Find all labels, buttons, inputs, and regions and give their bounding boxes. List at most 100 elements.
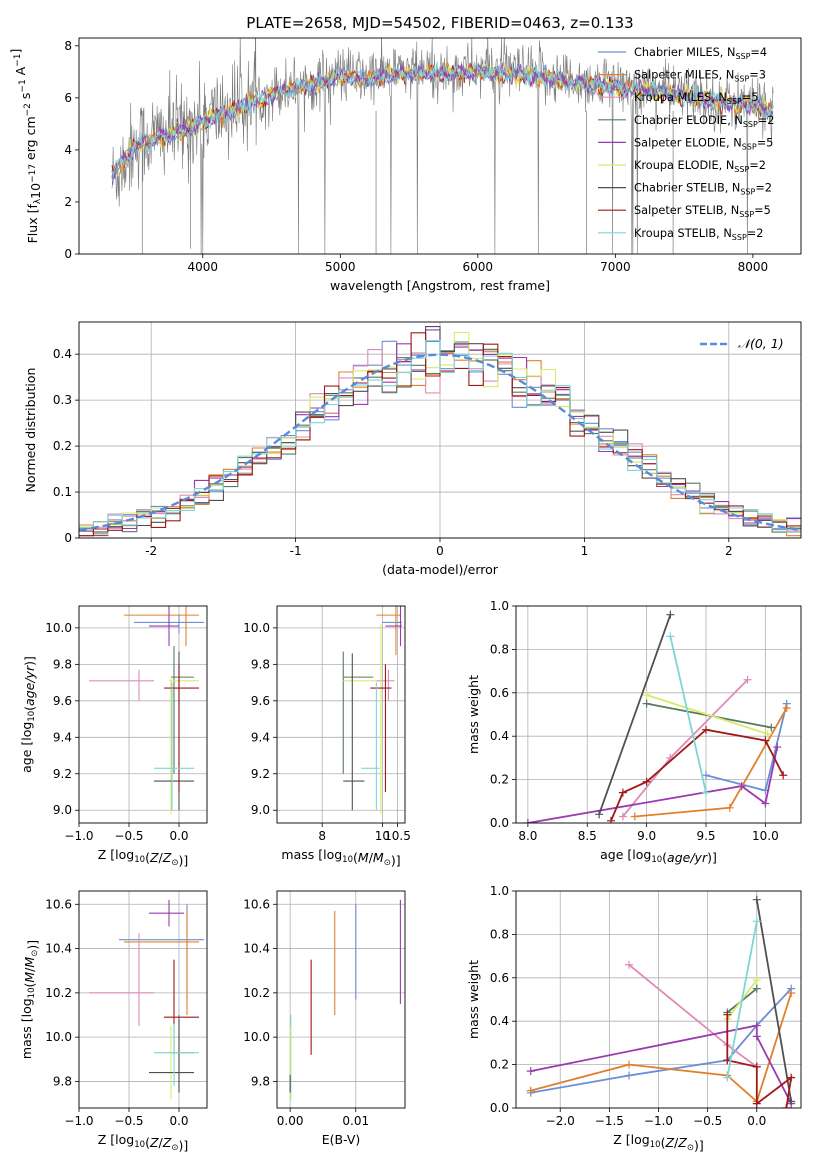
y-tick-label: 0.2 [490,773,509,787]
x-tick-label: −1.0 [64,1114,93,1128]
weight-marker-salpeter_miles [625,1060,634,1069]
x-tick-label: 8.0 [518,829,537,843]
legend-label: Chabrier MILES, NSSP=4 [634,46,767,61]
spectrum-model-line [111,62,774,172]
x-tick-label: 8.5 [578,829,597,843]
x-axis-label: wavelength [Angstrom, rest frame] [330,278,550,293]
weight-line-kroupa_stelib [726,921,758,1078]
x-tick-label: 0.0 [169,829,188,843]
weight-marker-chabrier_miles [625,1071,634,1080]
y-tick-label: 9.2 [251,767,270,781]
axes-age_weight: 8.0 8.5 9.0 9.5 10.0 0.0 0.2 0.4 0.6 0.8 1.0 age [l… [466,599,802,865]
y-tick-label: 0.6 [490,686,509,700]
weight-line-salpeter_elodie [527,746,779,823]
y-tick-label: 1.0 [490,599,509,613]
spectrum-lines [111,38,774,254]
x-tick-label: 0.0 [169,1114,188,1128]
y-tick-label: 0.2 [53,439,72,453]
weight-line-kroupa_elodie [646,694,768,735]
x-tick-label: 0.00 [277,1114,304,1128]
weight-marker-kroupa_miles [618,812,627,821]
y-axis-label: mass weight [466,960,481,1039]
y-tick-label: 1.0 [490,884,509,898]
weight-marker-salpeter_elodie [523,819,532,823]
x-tick-label: 6000 [463,260,494,274]
x-axis-label: Z [log10(Z/Z⊙)] [98,1132,188,1153]
errorbars [89,606,204,814]
y-tick-label: 9.2 [53,767,72,781]
x-tick-label: -1 [290,544,302,558]
y-tick-label: 9.4 [53,730,72,744]
weight-marker-chabrier_elodie [767,723,776,732]
x-axis-label: age [log10(age/yr)] [600,847,717,865]
plot-frame [515,605,802,824]
x-tick-label: 0.0 [747,1114,766,1128]
histogram-lines [79,326,801,537]
y-axis-label: mass [log10(M/M⊙)] [19,940,40,1059]
y-tick-label: 0.3 [53,393,72,407]
y-axis-label: Flux [fλ10−17 erg cm−2 s−1 A−1] [8,49,43,244]
weight-marker-kroupa_elodie [752,975,761,984]
legend-label: Salpeter STELIB, NSSP=5 [634,204,771,219]
x-tick-label: 5000 [325,260,356,274]
spectrum-data-line [111,38,774,254]
x-tick-label: −1.0 [644,1114,673,1128]
weight-marker-salpeter_miles [725,803,734,812]
weight-marker-salpeter_stelib [702,725,710,734]
x-axis-label: mass [log10(M/M⊙)] [281,847,400,868]
weight-line-kroupa_miles [628,964,758,1068]
weight-marker-chabrier_elodie [642,699,651,708]
x-tick-label: 10.0 [752,829,779,843]
y-tick-label: 10.2 [243,986,270,1000]
y-tick-label: 9.0 [53,803,72,817]
legend-label: Chabrier ELODIE, NSSP=2 [634,114,774,129]
plot-frame [78,890,208,1109]
legend-label: Chabrier STELIB, NSSP=2 [634,182,772,197]
y-tick-label: 9.8 [251,1074,270,1088]
y-tick-label: 10.4 [45,942,72,956]
weight-marker-chabrier_stelib [787,1097,796,1106]
histogram-kroupa_stelib [79,339,801,533]
errorbars [342,606,402,814]
y-tick-label: 10.4 [243,942,270,956]
weight-lines [523,610,791,823]
spectrum-model-line [111,61,774,182]
y-tick-label: 9.6 [251,694,270,708]
x-tick-label: 4000 [187,260,218,274]
x-tick-label: 0 [436,544,444,558]
y-tick-label: 9.8 [251,657,270,671]
weight-marker-salpeter_stelib [752,1062,761,1071]
weight-marker-kroupa_stelib [702,788,710,797]
histogram-salpeter_stelib [79,332,801,537]
axes-ebv_mass: 0.00 0.01 9.8 10.0 10.2 10.4 10.6 E(B-V) [243,890,406,1147]
weight-marker-salpeter_stelib [787,1073,796,1082]
weight-marker-kroupa_miles [743,675,752,684]
y-axis-label: mass weight [466,675,481,754]
x-tick-label: 2 [725,544,733,558]
weight-marker-salpeter_stelib [761,736,770,745]
y-tick-label: 0.8 [490,642,509,656]
weight-marker-salpeter_elodie [773,743,782,752]
plot-frame [78,37,802,255]
y-tick-label: 10.0 [45,621,72,635]
y-tick-label: 0.2 [490,1058,509,1072]
x-axis-label: Z [log10(Z/Z⊙)] [98,847,188,868]
weight-marker-chabrier_stelib [666,610,675,619]
weight-marker-salpeter_elodie [752,1032,761,1041]
x-tick-label: −1.0 [64,829,93,843]
weight-marker-chabrier_stelib [595,810,604,819]
x-tick-label: -2 [145,544,157,558]
weight-marker-salpeter_stelib [782,1104,791,1108]
weight-marker-kroupa_stelib [723,1073,732,1082]
axes-residuals: -2 -1 0 1 2 0 0.1 0.2 0.3 0.4 (data-model)/error No… [23,321,802,577]
y-tick-label: 2 [64,195,72,209]
y-tick-label: 10.0 [45,1030,72,1044]
weight-line-salpeter_stelib [726,1014,793,1108]
weight-marker-salpeter_elodie [752,1021,761,1030]
weight-marker-salpeter_stelib [642,777,651,786]
y-tick-label: 9.0 [251,803,270,817]
x-tick-label: 1 [581,544,589,558]
y-tick-label: 0.4 [490,1014,509,1028]
weight-line-chabrier_stelib [755,899,793,1102]
